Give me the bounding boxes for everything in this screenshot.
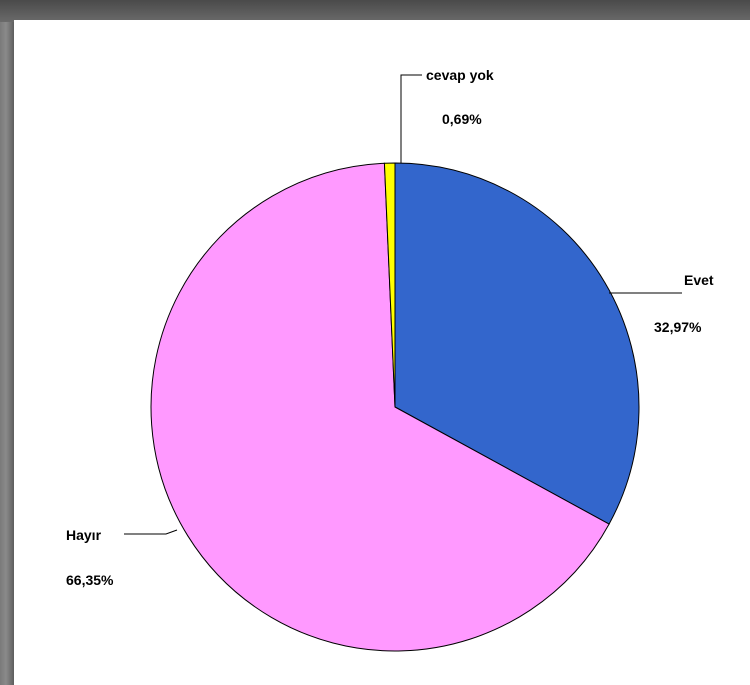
chart-panel: Evet 32,97% Hayır 66,35% cevap yok 0,69% (14, 20, 750, 685)
slice-label: Hayır (66, 527, 102, 543)
slice-label: cevap yok (426, 67, 494, 83)
pie-slice-evet (394, 162, 640, 525)
slice-label: Evet (684, 272, 714, 288)
pie-slice-hayır (150, 162, 610, 652)
slice-value-label: 32,97% (654, 319, 702, 335)
leader-line (400, 74, 422, 163)
leader-line (124, 529, 178, 535)
pie-chart: Evet 32,97% Hayır 66,35% cevap yok 0,69% (66, 67, 714, 652)
slice-value-label: 0,69% (442, 111, 482, 127)
pie-slice-cevap-yok (383, 162, 396, 408)
slice-value-label: 66,35% (66, 572, 114, 588)
window-top-strip (0, 0, 750, 22)
